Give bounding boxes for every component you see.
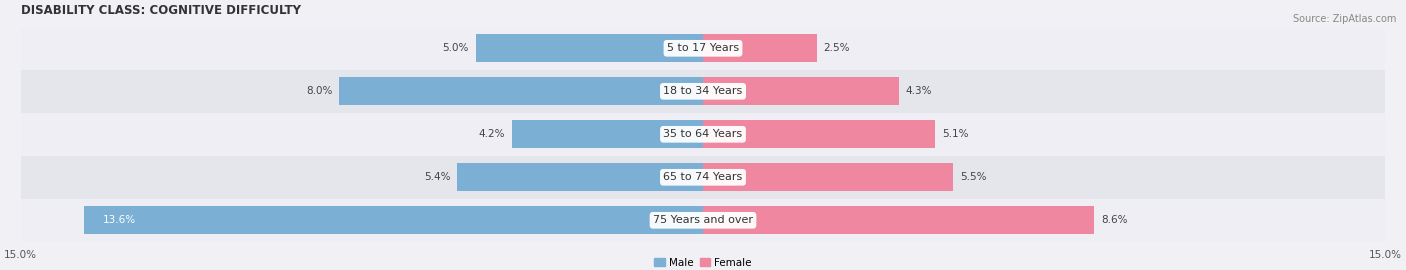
Text: 65 to 74 Years: 65 to 74 Years	[664, 172, 742, 182]
Text: 75 Years and over: 75 Years and over	[652, 215, 754, 225]
Text: 4.2%: 4.2%	[478, 129, 505, 139]
Bar	[475, 34, 703, 62]
Bar	[21, 113, 1385, 156]
Bar	[21, 156, 1385, 199]
Bar	[703, 163, 953, 191]
Text: 5.0%: 5.0%	[443, 43, 468, 53]
Text: 5 to 17 Years: 5 to 17 Years	[666, 43, 740, 53]
Text: 8.6%: 8.6%	[1101, 215, 1128, 225]
Text: 13.6%: 13.6%	[103, 215, 135, 225]
Bar	[457, 163, 703, 191]
Bar	[84, 206, 703, 234]
Legend: Male, Female: Male, Female	[654, 258, 752, 268]
Text: 5.4%: 5.4%	[425, 172, 450, 182]
Bar	[21, 199, 1385, 242]
Text: 35 to 64 Years: 35 to 64 Years	[664, 129, 742, 139]
Text: 4.3%: 4.3%	[905, 86, 932, 96]
Text: 8.0%: 8.0%	[307, 86, 332, 96]
Bar	[703, 206, 1094, 234]
Text: 2.5%: 2.5%	[824, 43, 851, 53]
Text: DISABILITY CLASS: COGNITIVE DIFFICULTY: DISABILITY CLASS: COGNITIVE DIFFICULTY	[21, 4, 301, 17]
Bar	[512, 120, 703, 148]
Bar	[703, 120, 935, 148]
Text: 5.5%: 5.5%	[960, 172, 987, 182]
Bar	[339, 77, 703, 105]
Bar	[703, 77, 898, 105]
Bar	[21, 70, 1385, 113]
Text: 18 to 34 Years: 18 to 34 Years	[664, 86, 742, 96]
Text: 5.1%: 5.1%	[942, 129, 969, 139]
Bar	[21, 27, 1385, 70]
Bar	[703, 34, 817, 62]
Text: Source: ZipAtlas.com: Source: ZipAtlas.com	[1292, 14, 1396, 23]
